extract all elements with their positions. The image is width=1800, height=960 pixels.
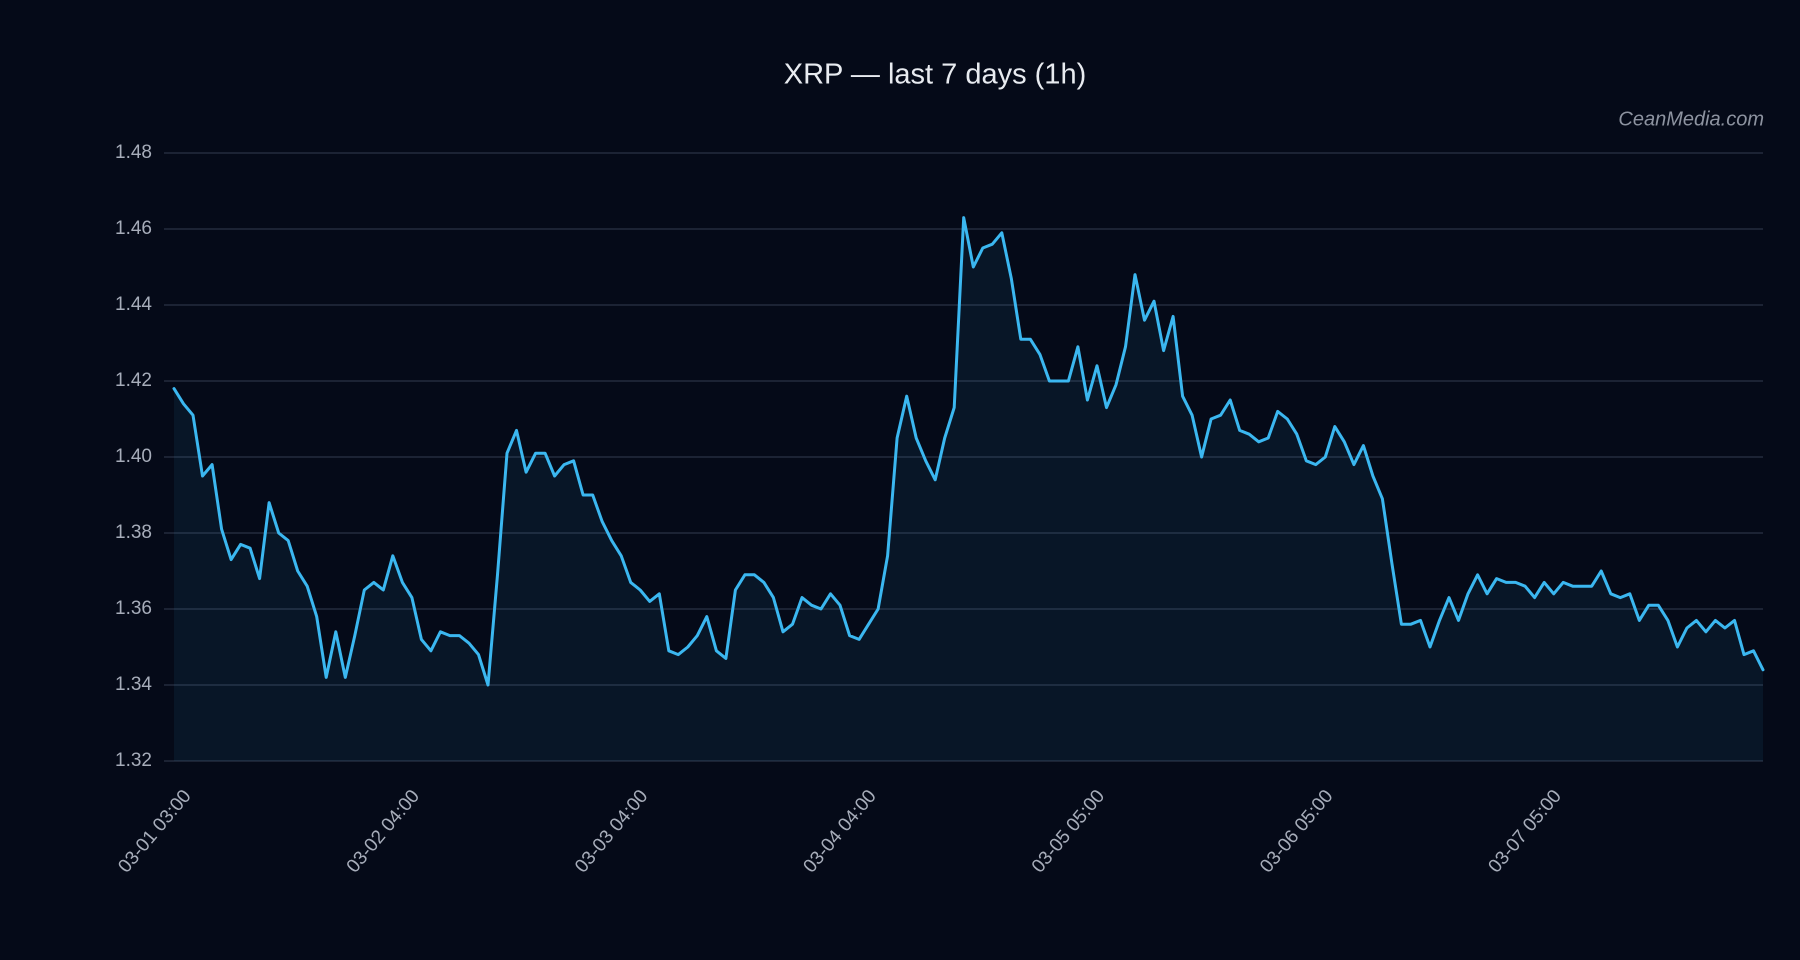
y-tick-label: 1.44	[115, 294, 152, 315]
y-tick-label: 1.42	[115, 370, 152, 391]
y-tick-label: 1.34	[115, 674, 152, 695]
y-tick-label: 1.46	[115, 218, 152, 239]
price-line	[172, 216, 1765, 687]
y-tick-label: 1.40	[115, 446, 152, 467]
y-tick-label: 1.48	[115, 142, 152, 163]
area-fill	[174, 217, 1763, 762]
chart-title: XRP — last 7 days (1h)	[784, 59, 1086, 91]
y-tick-label: 1.38	[115, 522, 152, 543]
watermark: CeanMedia.com	[1618, 108, 1764, 130]
y-tick-label: 1.36	[115, 598, 152, 619]
y-tick-label: 1.32	[115, 750, 152, 771]
